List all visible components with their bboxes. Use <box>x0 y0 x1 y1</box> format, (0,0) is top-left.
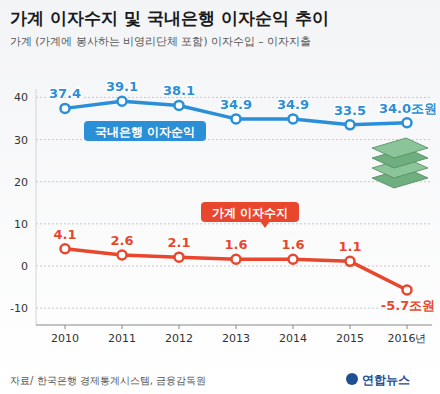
point <box>232 114 241 123</box>
series-line <box>65 249 407 290</box>
money-stack <box>372 138 428 158</box>
point <box>118 251 127 260</box>
y-tick-label: -10 <box>10 302 28 315</box>
data-label: 37.4 <box>49 86 81 101</box>
y-tick-label: 30 <box>14 134 28 147</box>
point <box>61 104 70 113</box>
x-tick <box>65 325 66 329</box>
y-tick-label: 0 <box>21 260 28 273</box>
data-label: 1.1 <box>338 239 361 254</box>
x-axis-line <box>36 325 432 326</box>
point <box>61 244 70 253</box>
labels: 37.4 39.1 38.1 34.9 34.9 33.5 34.0조원 4.1 2.6 2.1 1… <box>49 79 437 313</box>
data-label: 2.6 <box>110 233 133 248</box>
x-tick <box>407 325 408 329</box>
series-name: 국내은행 이자순익 <box>95 125 195 139</box>
point <box>118 97 127 106</box>
series-name: 가계 이자수지 <box>212 206 288 220</box>
x-tick <box>236 325 237 329</box>
marks <box>61 97 412 295</box>
data-label: 1.6 <box>224 237 247 252</box>
money-icon <box>372 138 428 188</box>
x-tick <box>293 325 294 329</box>
credit: 연합뉴스 <box>362 373 410 387</box>
x-tick-label: 2015 <box>336 332 364 345</box>
data-label: 38.1 <box>163 83 195 98</box>
series-name-bg <box>201 202 299 222</box>
grid-line <box>36 181 432 182</box>
pointer <box>260 221 270 228</box>
subtitle: 가계 (가계에 봉사하는 비영리단체 포함) 이자수입 – 이자지출 <box>10 35 311 47</box>
source: 자료/ 한국은행 경제통계시스템, 금융감독원 <box>10 375 206 386</box>
data-label: -5.7조원 <box>381 298 435 313</box>
series-name-box: 국내은행 이자순익 <box>84 121 206 141</box>
point <box>403 118 412 127</box>
grid-line <box>36 308 432 309</box>
point <box>403 286 412 295</box>
grid-line <box>36 266 432 267</box>
x-tick-label: 2013 <box>222 332 250 345</box>
data-label: 33.5 <box>334 103 366 118</box>
data-label: 34.9 <box>277 97 309 112</box>
point <box>346 120 355 129</box>
point <box>289 114 298 123</box>
x-tick <box>350 325 351 329</box>
data-label: 34.0조원 <box>379 101 437 116</box>
point <box>175 101 184 110</box>
x-tick <box>122 325 123 329</box>
x-tick <box>179 325 180 329</box>
series-name-box: 가계 이자수지 <box>201 202 299 228</box>
point <box>232 255 241 264</box>
chart: 가계 이자수지 및 국내은행 이자순익 추이가계 (가계에 봉사하는 비영리단체… <box>0 0 440 394</box>
data-label: 4.1 <box>53 227 76 242</box>
title: 가계 이자수지 및 국내은행 이자순익 추이 <box>10 8 329 28</box>
point <box>175 253 184 262</box>
y-tick-label: 20 <box>14 176 28 189</box>
x-tick-label: 2016년 <box>388 332 427 345</box>
series-name-bg <box>84 121 206 141</box>
logo-mark <box>346 373 358 385</box>
y-tick-label: 10 <box>14 218 28 231</box>
y-axis-line <box>36 89 37 325</box>
x-tick-label: 2012 <box>165 332 193 345</box>
point <box>289 255 298 264</box>
data-label: 1.6 <box>281 237 304 252</box>
data-label: 34.9 <box>220 97 252 112</box>
x-tick-label: 2011 <box>108 332 136 345</box>
data-label: 39.1 <box>106 79 138 94</box>
data-label: 2.1 <box>167 235 190 250</box>
x-tick-label: 2014 <box>279 332 307 345</box>
x-tick-label: 2010 <box>51 332 79 345</box>
y-tick-label: 40 <box>14 91 28 104</box>
background <box>0 0 440 394</box>
point <box>346 257 355 266</box>
grid-line <box>36 223 432 224</box>
